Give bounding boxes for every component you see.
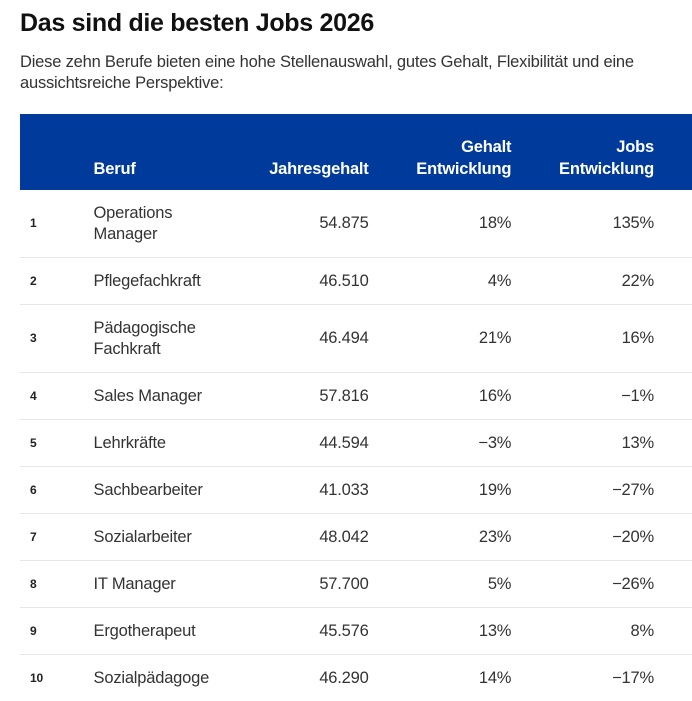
header-rank	[20, 114, 94, 190]
cell-rank: 8	[20, 561, 94, 608]
cell-rank: 7	[20, 514, 94, 561]
cell-beruf: Sozialarbeiter	[94, 514, 220, 561]
table-row: 3 Pädagogische Fachkraft 46.494 21% 16%	[20, 305, 692, 373]
cell-jobs-entwicklung: −26%	[511, 561, 692, 608]
header-jobs-line2: Entwicklung	[559, 160, 654, 178]
cell-jahresgehalt: 46.494	[219, 305, 369, 373]
cell-rank: 3	[20, 305, 94, 373]
cell-beruf: Pädagogische Fachkraft	[94, 305, 220, 373]
cell-jahresgehalt: 46.510	[219, 258, 369, 305]
table-row: 4 Sales Manager 57.816 16% −1%	[20, 373, 692, 420]
cell-gehalt-entwicklung: 23%	[369, 514, 512, 561]
cell-rank: 2	[20, 258, 94, 305]
cell-jobs-entwicklung: −1%	[511, 373, 692, 420]
jobs-table: Beruf Jahresgehalt Gehalt Entwicklung Jo…	[20, 114, 692, 701]
cell-beruf: Sales Manager	[94, 373, 220, 420]
header-gehalt-line2: Entwicklung	[416, 160, 511, 178]
table-row: 5 Lehrkräfte 44.594 −3% 13%	[20, 420, 692, 467]
cell-gehalt-entwicklung: 5%	[369, 561, 512, 608]
cell-jobs-entwicklung: 135%	[511, 190, 692, 258]
cell-beruf: Lehrkräfte	[94, 420, 220, 467]
table-row: 6 Sachbearbeiter 41.033 19% −27%	[20, 467, 692, 514]
header-gehalt-entwicklung: Gehalt Entwicklung	[369, 114, 512, 190]
cell-gehalt-entwicklung: 14%	[369, 655, 512, 701]
cell-jahresgehalt: 44.594	[219, 420, 369, 467]
cell-jahresgehalt: 45.576	[219, 608, 369, 655]
cell-rank: 5	[20, 420, 94, 467]
cell-gehalt-entwicklung: −3%	[369, 420, 512, 467]
cell-gehalt-entwicklung: 4%	[369, 258, 512, 305]
header-jobs-entwicklung: Jobs Entwicklung	[511, 114, 692, 190]
table-row: 8 IT Manager 57.700 5% −26%	[20, 561, 692, 608]
table-row: 7 Sozialarbeiter 48.042 23% −20%	[20, 514, 692, 561]
cell-jobs-entwicklung: −27%	[511, 467, 692, 514]
cell-beruf: IT Manager	[94, 561, 220, 608]
header-jobs-line1: Jobs	[616, 138, 654, 156]
cell-beruf: Sachbearbeiter	[94, 467, 220, 514]
table-row: 2 Pflegefachkraft 46.510 4% 22%	[20, 258, 692, 305]
cell-jobs-entwicklung: −20%	[511, 514, 692, 561]
cell-jahresgehalt: 48.042	[219, 514, 369, 561]
cell-rank: 9	[20, 608, 94, 655]
cell-jobs-entwicklung: −17%	[511, 655, 692, 701]
table-row: 9 Ergotherapeut 45.576 13% 8%	[20, 608, 692, 655]
cell-beruf: Ergotherapeut	[94, 608, 220, 655]
cell-jahresgehalt: 57.700	[219, 561, 369, 608]
cell-gehalt-entwicklung: 19%	[369, 467, 512, 514]
table-header: Beruf Jahresgehalt Gehalt Entwicklung Jo…	[20, 114, 692, 190]
cell-beruf: Operations Manager	[94, 190, 220, 258]
cell-jobs-entwicklung: 13%	[511, 420, 692, 467]
cell-gehalt-entwicklung: 16%	[369, 373, 512, 420]
page-subtitle: Diese zehn Berufe bieten eine hohe Stell…	[20, 52, 688, 94]
table-header-row: Beruf Jahresgehalt Gehalt Entwicklung Jo…	[20, 114, 692, 190]
header-jahresgehalt: Jahresgehalt	[219, 114, 369, 190]
cell-gehalt-entwicklung: 21%	[369, 305, 512, 373]
cell-jahresgehalt: 57.816	[219, 373, 369, 420]
cell-rank: 10	[20, 655, 94, 701]
cell-gehalt-entwicklung: 13%	[369, 608, 512, 655]
cell-gehalt-entwicklung: 18%	[369, 190, 512, 258]
cell-jahresgehalt: 41.033	[219, 467, 369, 514]
header-beruf: Beruf	[94, 114, 220, 190]
cell-rank: 1	[20, 190, 94, 258]
cell-jobs-entwicklung: 8%	[511, 608, 692, 655]
header-gehalt-line1: Gehalt	[461, 138, 511, 156]
cell-jahresgehalt: 54.875	[219, 190, 369, 258]
cell-rank: 4	[20, 373, 94, 420]
cell-rank: 6	[20, 467, 94, 514]
table-row: 1 Operations Manager 54.875 18% 135%	[20, 190, 692, 258]
cell-beruf: Pflegefachkraft	[94, 258, 220, 305]
page-title: Das sind die besten Jobs 2026	[20, 0, 692, 38]
cell-jobs-entwicklung: 16%	[511, 305, 692, 373]
cell-beruf: Sozialpädagoge	[94, 655, 220, 701]
table-body: 1 Operations Manager 54.875 18% 135% 2 P…	[20, 190, 692, 701]
table-row: 10 Sozialpädagoge 46.290 14% −17%	[20, 655, 692, 701]
cell-jahresgehalt: 46.290	[219, 655, 369, 701]
cell-jobs-entwicklung: 22%	[511, 258, 692, 305]
